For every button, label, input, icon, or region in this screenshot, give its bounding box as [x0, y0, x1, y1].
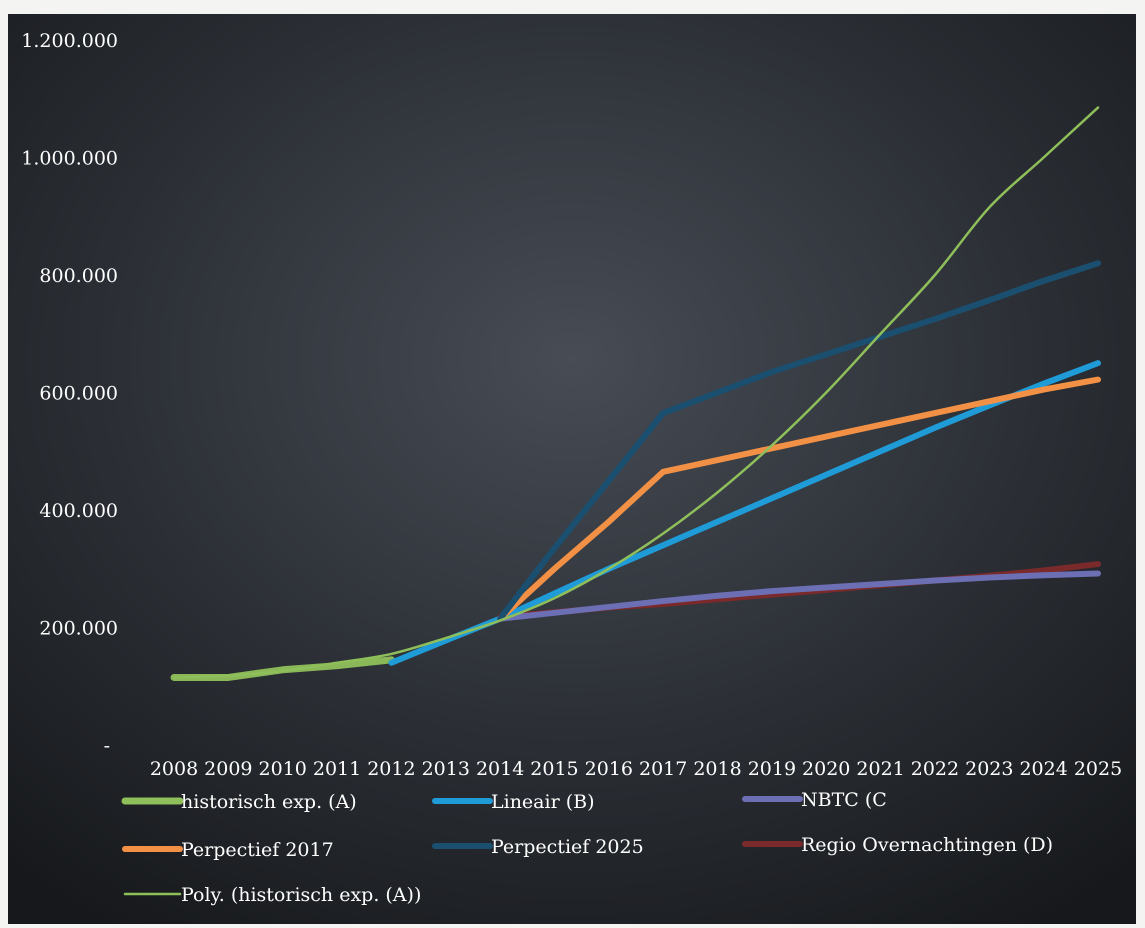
series-layer [170, 106, 1101, 681]
x-tick-label: 2014 [476, 758, 524, 780]
series-line-3 [497, 376, 1101, 622]
y-tick-label: 600.000 [39, 383, 118, 405]
x-tick-label: 2025 [1074, 758, 1122, 780]
y-tick-label: 1.200.000 [21, 30, 118, 52]
legend-label-1: Lineair (B) [491, 791, 595, 813]
x-tick-label: 2009 [204, 758, 252, 780]
legend-label-3: Perpectief 2017 [181, 839, 334, 861]
x-tick-label: 2020 [802, 758, 850, 780]
legend-label-2: NBTC (C [801, 789, 887, 811]
x-tick-label: 2018 [693, 758, 741, 780]
y-tick-label: 1.000.000 [21, 148, 118, 170]
x-tick-label: 2017 [639, 758, 687, 780]
legend-label-0: historisch exp. (A) [181, 791, 357, 813]
y-axis: - 200.000 400.000 600.000 800.000 1.000.000 1.… [21, 30, 118, 757]
legend: historisch exp. (A) Lineair (B) NBTC (C Per… [121, 789, 1053, 906]
series-line-1 [388, 360, 1101, 666]
x-tick-label: 2015 [530, 758, 578, 780]
x-tick-label: 2024 [1019, 758, 1067, 780]
x-tick-label: 2012 [367, 758, 415, 780]
x-tick-label: 2010 [259, 758, 307, 780]
x-tick-label: 2008 [150, 758, 198, 780]
y-tick-label: 400.000 [39, 500, 118, 522]
x-tick-label: 2022 [911, 758, 959, 780]
x-axis: 2008 2009 2010 2011 2012 2013 2014 2015 2016 2017… [150, 758, 1122, 780]
series-line-4 [497, 260, 1101, 622]
y-tick-label: 800.000 [39, 265, 118, 287]
series-line-2 [497, 570, 1101, 622]
y-tick-label: 200.000 [39, 618, 118, 640]
legend-label-5: Regio Overnachtingen (D) [801, 834, 1053, 856]
chart-background [8, 14, 1136, 924]
x-tick-label: 2013 [422, 758, 470, 780]
legend-label-4: Perpectief 2025 [491, 836, 644, 858]
x-tick-label: 2011 [313, 758, 361, 780]
series-line-6 [172, 106, 1100, 679]
x-tick-label: 2023 [965, 758, 1013, 780]
y-tick-label: - [104, 735, 110, 757]
x-tick-label: 2019 [748, 758, 796, 780]
x-tick-label: 2016 [585, 758, 633, 780]
x-tick-label: 2021 [856, 758, 904, 780]
legend-label-6: Poly. (historisch exp. (A)) [181, 884, 421, 906]
